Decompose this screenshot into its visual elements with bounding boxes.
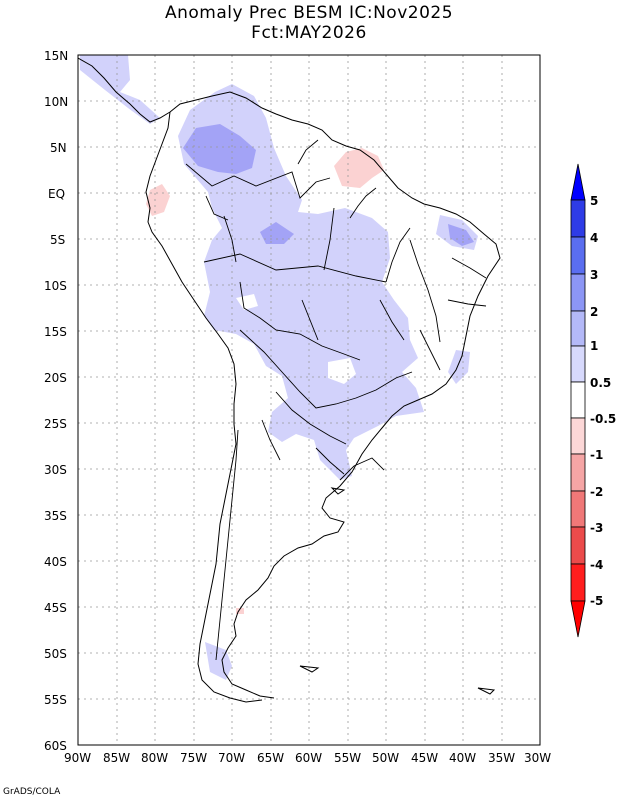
lat-label-55s: 55S [44,693,67,707]
colorbar [570,163,586,638]
colorbar-label-neg-5: -5 [590,594,603,608]
lon-label-90w: 90W [64,751,91,765]
country-borders [185,139,487,661]
lat-label-15s: 15S [44,325,67,339]
colorbar-seg-3-4 [570,236,586,275]
colorbar-label-1: 1 [590,339,598,353]
colorbar-cap-top [570,163,586,201]
colorbar-labels: 5 4 3 2 1 0.5 -0.5 -1 -2 -3 -4 -5 [590,194,616,608]
lon-label-50w: 50W [372,751,399,765]
lat-label-40s: 40S [44,555,67,569]
map-plot-area [78,55,540,745]
colorbar-label-4: 4 [590,231,598,245]
lon-label-35w: 35W [488,751,515,765]
colorbar-seg-1-2 [570,310,586,347]
positive-anomaly-light [80,55,478,680]
lat-label-50s: 50S [44,647,67,661]
lon-label-70w: 70W [218,751,245,765]
colorbar-label-3: 3 [590,268,598,282]
lon-label-40w: 40W [449,751,476,765]
lat-label-35s: 35S [44,509,67,523]
lat-label-30s: 30S [44,463,67,477]
colorbar-seg-neg05-neg1 [570,417,586,455]
lat-label-60s: 60S [44,739,67,753]
positive-anomaly-medium [183,124,474,246]
lon-label-85w: 85W [103,751,130,765]
lat-label-5n: 5N [50,141,67,155]
colorbar-label-neg-4: -4 [590,558,603,572]
footer-credit: GrADS/COLA [3,787,61,797]
colorbar-seg-2-3 [570,273,586,312]
map-title-line1: Anomaly Prec BESM IC:Nov2025 [164,3,454,23]
coastline [78,57,501,703]
colorbar-label-neg-1: -1 [590,448,603,462]
colorbar-label-neg-0-5: -0.5 [590,412,616,426]
lat-label-10s: 10S [44,279,67,293]
graticule [78,55,540,745]
lat-label-20s: 20S [44,371,67,385]
lon-label-55w: 55W [334,751,361,765]
colorbar-seg-neutral [570,381,586,419]
colorbar-seg-neg1-neg2 [570,453,586,492]
neutral-holes [236,294,356,384]
lat-label-eq: EQ [48,187,65,201]
lat-label-15n: 15N [44,49,68,63]
lon-axis: 90W 85W 80W 75W 70W 65W 60W 55W 50W 45W … [64,751,551,765]
lat-label-25s: 25S [44,417,67,431]
lon-label-45w: 45W [411,751,438,765]
colorbar-label-0-5: 0.5 [590,376,611,390]
colorbar-seg-neg3-neg4 [570,526,586,565]
lat-label-5s: 5S [50,233,65,247]
lon-label-30w: 30W [524,751,551,765]
colorbar-seg-neg2-neg3 [570,490,586,528]
colorbar-label-2: 2 [590,305,598,319]
lat-label-45s: 45S [44,601,67,615]
colorbar-label-neg-2: -2 [590,485,603,499]
colorbar-cap-bottom [570,600,586,638]
lat-axis: 15N 10N 5N EQ 5S 10S 15S 20S 25S 30S 35S… [44,49,68,753]
colorbar-label-neg-3: -3 [590,521,603,535]
lon-label-60w: 60W [295,751,322,765]
lon-label-75w: 75W [180,751,207,765]
map-title-line2: Fct:MAY2026 [251,23,367,43]
lat-label-10n: 10N [44,95,68,109]
lon-label-80w: 80W [141,751,168,765]
colorbar-seg-05-1 [570,345,586,383]
lon-label-65w: 65W [257,751,284,765]
colorbar-label-5: 5 [590,194,598,208]
plot-frame [77,54,541,746]
colorbar-seg-neg4-neg5 [570,563,586,602]
colorbar-seg-4-5 [570,199,586,238]
